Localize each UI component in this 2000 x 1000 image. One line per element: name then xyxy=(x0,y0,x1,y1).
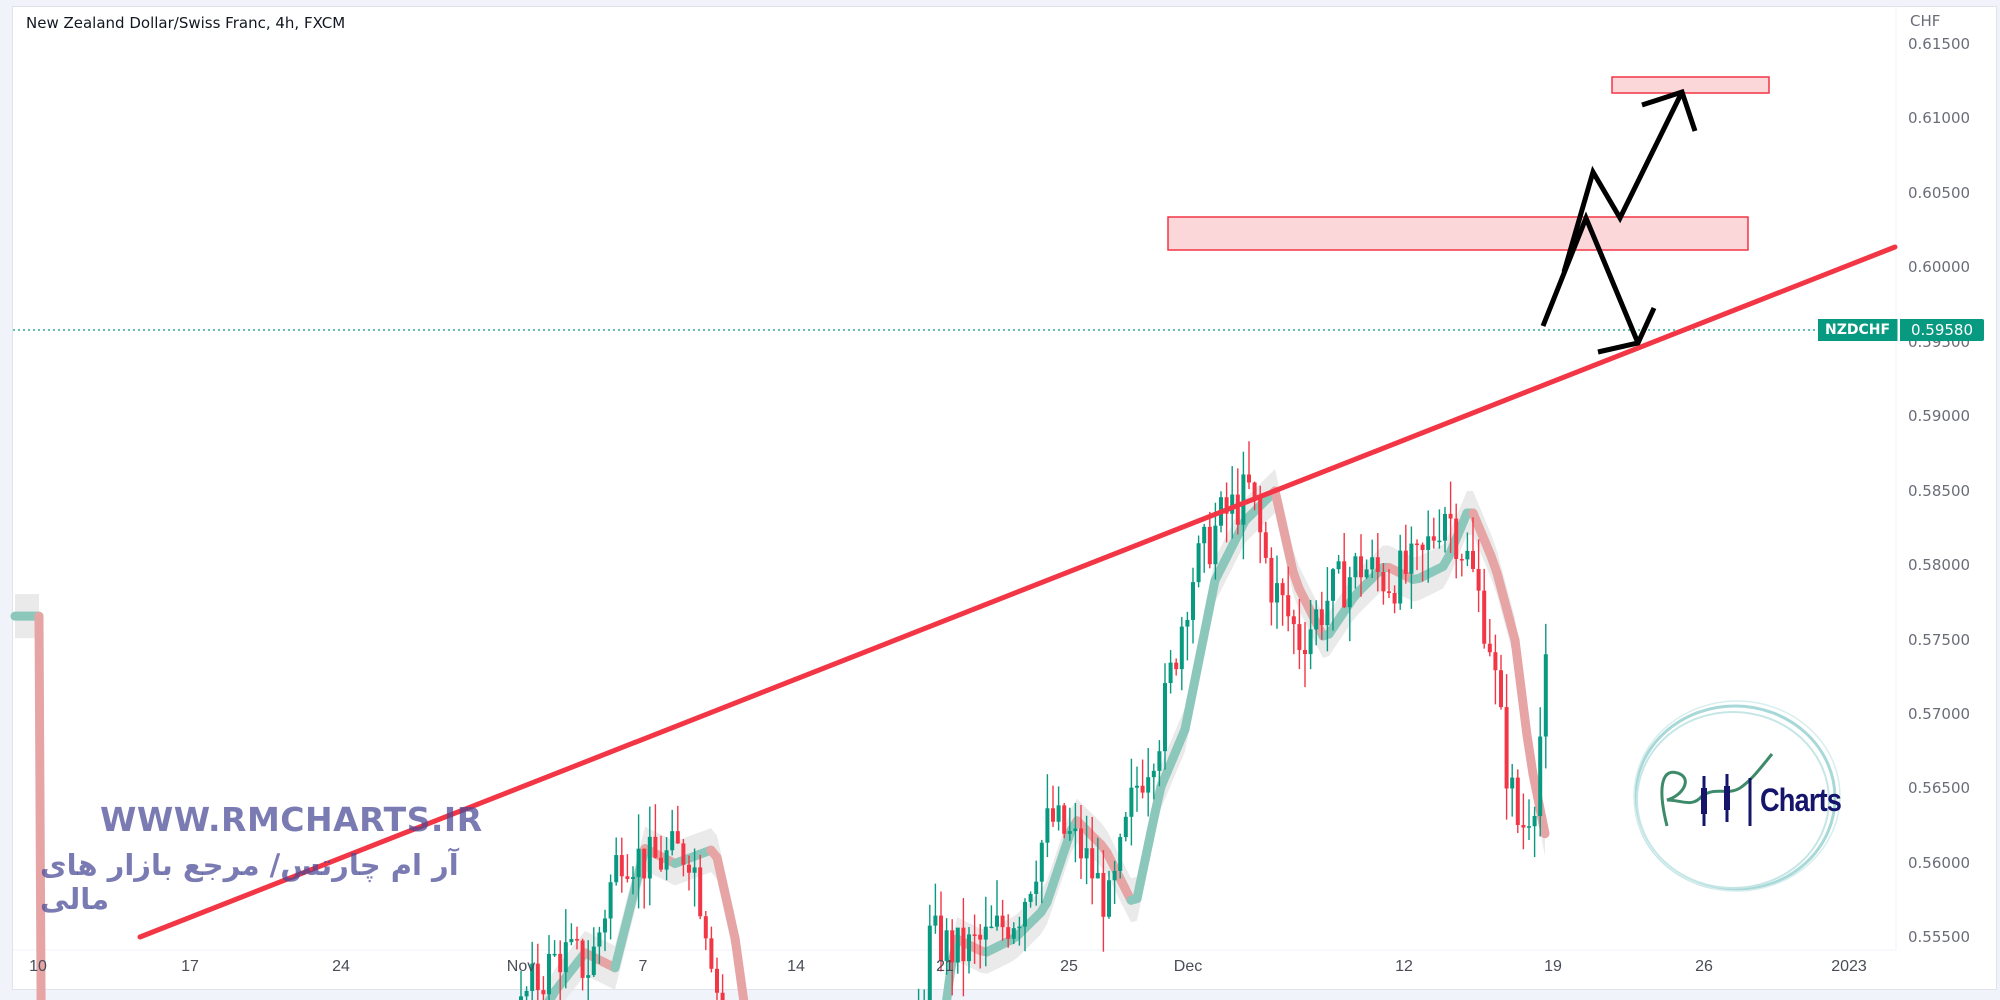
resistance-zone[interactable] xyxy=(1167,216,1749,251)
price-tick: 0.58500 xyxy=(1908,482,1971,500)
ma-envelope-band xyxy=(15,469,1545,1000)
symbol-badge: NZDCHF xyxy=(1818,319,1899,341)
time-tick: 24 xyxy=(332,958,350,975)
target-arrow-path xyxy=(1561,90,1685,273)
time-tick: 7 xyxy=(638,958,648,975)
time-tick: 14 xyxy=(787,958,805,975)
ascending-trendline[interactable] xyxy=(137,244,1898,940)
price-tick: 0.57500 xyxy=(1908,631,1971,649)
price-tick: 0.59000 xyxy=(1908,407,1971,425)
price-tick: 0.61500 xyxy=(1908,35,1971,53)
logo-text: Charts xyxy=(1760,782,1842,818)
time-tick: 21 xyxy=(936,958,954,975)
watermark-url: WWW.RMCHARTS.IR xyxy=(100,800,483,839)
time-tick: 19 xyxy=(1544,958,1562,975)
price-tick: 0.61000 xyxy=(1908,109,1971,127)
price-tick: 0.57000 xyxy=(1908,705,1971,723)
price-tick: 0.60500 xyxy=(1908,184,1971,202)
time-tick: 17 xyxy=(181,958,199,975)
projected-path-arrows[interactable] xyxy=(1540,88,1698,355)
price-tick: 0.58000 xyxy=(1908,556,1971,574)
time-tick: 26 xyxy=(1695,958,1713,975)
price-tick: 0.56000 xyxy=(1908,854,1971,872)
watermark-persian-text: آر ام چارتس/ مرجع بازار های مالی xyxy=(40,848,459,916)
time-tick: 10 xyxy=(29,958,47,975)
time-tick: 2023 xyxy=(1831,958,1867,975)
rmcharts-logo-icon xyxy=(1633,700,1841,892)
pullback-arrow-path xyxy=(1540,211,1641,344)
price-axis-currency: CHF xyxy=(1910,12,1941,30)
moving-average-ribbon xyxy=(10,486,1550,1000)
last-price-badge: 0.59580 xyxy=(1900,319,1984,341)
time-tick: 12 xyxy=(1395,958,1413,975)
pullback-arrow-head xyxy=(1597,306,1657,355)
price-tick: 0.60000 xyxy=(1908,258,1971,276)
chart-title: New Zealand Dollar/Swiss Franc, 4h, FXCM xyxy=(26,14,346,32)
time-tick: Dec xyxy=(1173,958,1203,975)
price-tick: 0.56500 xyxy=(1908,779,1971,797)
target-arrow-head xyxy=(1641,88,1698,132)
price-tick: 0.55500 xyxy=(1908,928,1971,946)
time-tick: Nov xyxy=(506,958,536,975)
target-zone[interactable] xyxy=(1611,76,1770,94)
time-tick: 25 xyxy=(1060,958,1078,975)
candlestick-series xyxy=(519,441,1548,1000)
